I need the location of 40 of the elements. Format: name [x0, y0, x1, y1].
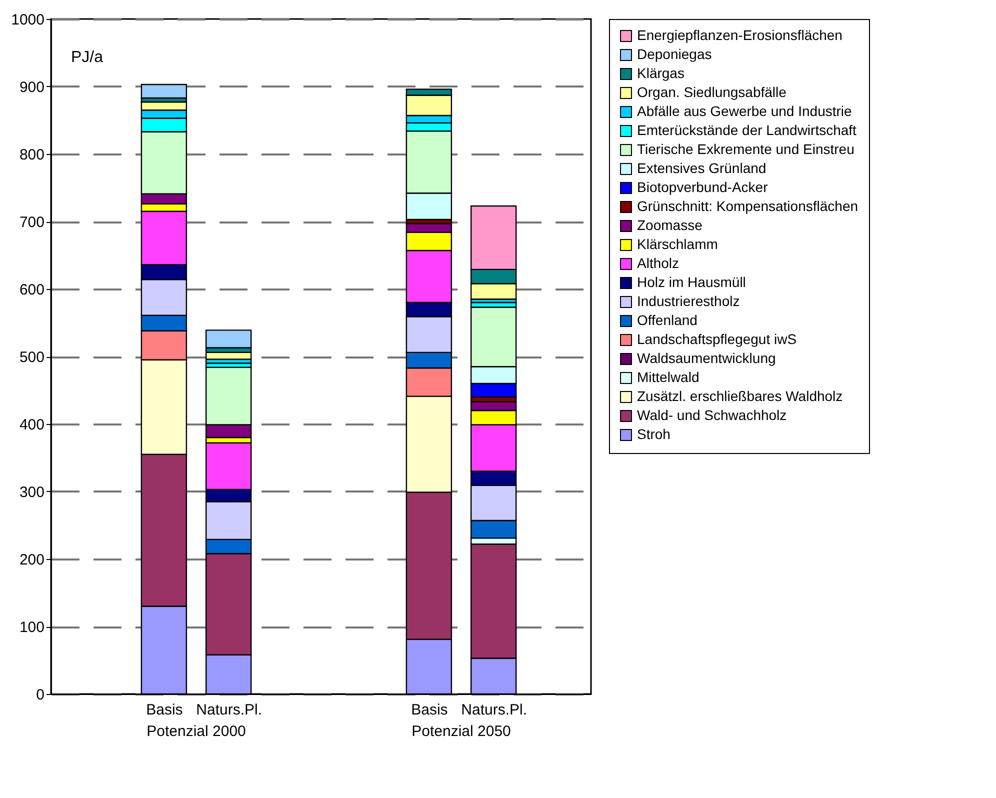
legend-label: Tierische Exkremente und Einstreu [637, 141, 854, 157]
legend-label: Mittelwald [637, 369, 700, 385]
text: Potenzial 2000 [146, 723, 246, 740]
x-tick-label: Basis [411, 702, 448, 718]
y-tick-label: 400 [19, 416, 44, 434]
y-tick-label: 900 [19, 79, 44, 96]
y-tick-label: 1000 [11, 12, 44, 28]
y-tick-label: 800 [19, 146, 44, 164]
legend-label: Emterückstände der Landwirtschaft [637, 122, 857, 138]
legend-label: Wald- und Schwachholz [637, 407, 787, 423]
y-tick-label: 700 [19, 214, 44, 231]
legend-label: Klärschlamm [637, 236, 718, 252]
y-tick-label: 100 [19, 619, 44, 636]
text: Potenzial 2050 [412, 723, 511, 740]
y-tick-label: 0 [36, 686, 44, 704]
y-tick-label: 500 [19, 349, 44, 366]
y-tick-label: 300 [19, 484, 44, 501]
legend-label: Landschaftspflegegut iwS [637, 331, 797, 347]
legend-label: Altholz [637, 255, 680, 271]
legend-label: Deponiegas [637, 46, 712, 62]
x-tick-label: Naturs.Pl. [196, 702, 262, 718]
legend-label: Stroh [637, 426, 670, 442]
legend-label: Klärgas [637, 65, 684, 81]
y-tick-label: 600 [19, 282, 44, 298]
legend-label: Energiepflanzen-Erosionsflächen [637, 27, 842, 43]
y-tick-label: 200 [19, 552, 44, 568]
legend-label: Offenland [637, 312, 698, 328]
legend-label: Waldsaumentwicklung [637, 350, 776, 366]
legend-label: Extensives Grünland [637, 160, 766, 176]
x-tick-label: Naturs.Pl. [461, 702, 528, 718]
legend-label: Grünschnitt: Kompensationsflächen [637, 198, 858, 214]
y-axis-title: PJ/a [71, 49, 104, 66]
legend-label: Holz im Hausmüll [637, 274, 746, 290]
legend-label: Zusätzl. erschließbares Waldholz [637, 388, 843, 404]
legend-label: Industrierestholz [637, 293, 740, 309]
x-tick-label: Basis [146, 702, 183, 718]
legend-label: Biotopverbund-Acker [637, 179, 768, 195]
legend-label: Abfälle aus Gewerbe und Industrie [637, 103, 852, 119]
legend-label: Zoomasse [637, 217, 703, 233]
legend-label: Organ. Siedlungsabfälle [637, 84, 787, 100]
